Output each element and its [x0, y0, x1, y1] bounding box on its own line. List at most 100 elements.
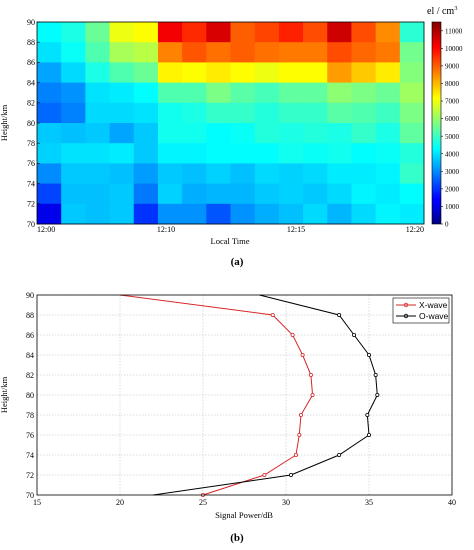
heatmap-x-tick: 12:15 — [287, 225, 305, 234]
heatmap-cell — [109, 102, 135, 124]
heatmap-cell — [327, 183, 352, 205]
legend-marker-x-wave — [403, 302, 409, 308]
heatmap-cell — [37, 123, 62, 144]
heatmap-cell — [375, 203, 401, 225]
data-point-o-wave — [365, 412, 370, 417]
line-plot-x-tick-label: 15 — [33, 498, 41, 507]
line-plot-series — [119, 294, 380, 497]
colorbar — [431, 21, 442, 225]
heatmap-cell — [230, 82, 256, 104]
heatmap-cell — [278, 42, 304, 63]
heatmap-cell — [157, 143, 183, 164]
heatmap-y-tick-label: 90 — [27, 18, 35, 27]
heatmap-x-axis-label: Local Time — [211, 236, 250, 246]
heatmap-cell — [61, 123, 86, 144]
heatmap-cell — [254, 22, 280, 43]
heatmap-cell — [230, 42, 256, 63]
line-plot-y-tick-label: 70 — [26, 491, 34, 500]
heatmap-cell — [230, 102, 256, 124]
heatmap-cell — [327, 62, 352, 83]
data-point-o-wave — [337, 312, 342, 317]
heatmap-cell — [351, 203, 377, 225]
heatmap-cell — [399, 22, 425, 43]
legend-box — [392, 297, 450, 324]
heatmap-cell — [254, 163, 280, 184]
line-plot-x-tick-label: 40 — [448, 498, 456, 507]
heatmap-cell — [230, 22, 256, 43]
heatmap-x-tick: 12:20 — [406, 225, 424, 234]
heatmap-cell — [206, 82, 231, 104]
heatmap-x-ticks: 12:00 12:10 12:15 12:20 — [37, 225, 424, 234]
line-plot-y-tick-label: 84 — [26, 351, 34, 360]
heatmap-cell — [230, 183, 256, 205]
line-plot-x-tick-label: 25 — [199, 498, 207, 507]
data-point-o-wave — [375, 392, 380, 397]
heatmap-cell — [37, 42, 62, 63]
heatmap-cell — [85, 62, 110, 83]
heatmap-cell — [230, 62, 256, 83]
heatmap-cell — [85, 143, 110, 164]
heatmap-cell — [85, 183, 110, 205]
line-plot-x-tick-label: 35 — [365, 498, 373, 507]
heatmap-cell — [206, 22, 231, 43]
data-point-o-wave — [352, 332, 357, 337]
heatmap-cell — [351, 102, 377, 124]
colorbar-tick-label: 2000 — [445, 186, 460, 194]
data-point-o-wave — [366, 352, 371, 357]
colorbar-tick-label: 9000 — [445, 63, 460, 71]
heatmap-cell — [61, 62, 86, 83]
heatmap-cell — [278, 183, 304, 205]
heatmap-cell — [85, 123, 110, 144]
heatmap-cell — [230, 203, 256, 225]
line-plot-y-tick-label: 82 — [26, 371, 34, 380]
heatmap-cell — [157, 203, 183, 225]
heatmap-cell — [206, 163, 231, 184]
heatmap-cell — [133, 22, 159, 43]
heatmap-cell — [37, 183, 62, 205]
heatmap-cell — [303, 203, 328, 225]
heatmap-cell — [399, 102, 425, 124]
data-point-x-wave — [297, 432, 302, 437]
heatmap-cell — [206, 102, 231, 124]
colorbar-tick-label: 6000 — [445, 115, 460, 123]
line-plot-y-axis-label: Height/km — [0, 376, 9, 413]
heatmap-cell — [206, 62, 231, 83]
line-plot-x-tick-label: 20 — [116, 498, 124, 507]
heatmap-cell — [351, 143, 377, 164]
line-plot-x-tick-label: 30 — [282, 498, 290, 507]
heatmap-cell — [85, 163, 110, 184]
heatmap-cell — [254, 82, 280, 104]
heatmap-cell — [278, 82, 304, 104]
heatmap-cell — [61, 183, 86, 205]
line-plot-y-tick-label: 78 — [26, 411, 34, 420]
heatmap-cell — [182, 123, 207, 144]
heatmap-cell — [157, 183, 183, 205]
heatmap-cell — [278, 163, 304, 184]
heatmap-cell — [85, 22, 110, 43]
heatmap-cell — [303, 22, 328, 43]
heatmap-cell — [109, 62, 135, 83]
data-point-o-wave — [337, 452, 342, 457]
heatmap-cell — [85, 82, 110, 104]
heatmap-cell — [37, 203, 62, 225]
heatmap-cell — [109, 163, 135, 184]
heatmap-cell — [327, 82, 352, 104]
caption-a: (a) — [231, 256, 244, 268]
heatmap-cell — [37, 22, 62, 43]
data-point-x-wave — [308, 372, 313, 377]
heatmap-cell — [278, 102, 304, 124]
heatmap-cell — [109, 143, 135, 164]
colorbar-tick-label: 10000 — [445, 45, 463, 53]
heatmap-cell — [375, 123, 401, 144]
heatmap-cell — [351, 22, 377, 43]
heatmap-x-tick: 12:10 — [157, 225, 175, 234]
legend-label-o-wave: O-wave — [419, 311, 449, 321]
heatmap-cell — [399, 143, 425, 164]
caption-b: (b) — [230, 532, 244, 544]
heatmap-cell — [206, 183, 231, 205]
data-point-x-wave — [262, 472, 267, 477]
heatmap-cell — [399, 183, 425, 205]
heatmap-cell — [375, 62, 401, 83]
legend-label-x-wave: X-wave — [419, 300, 448, 310]
heatmap-y-tick-label: 72 — [27, 200, 35, 209]
